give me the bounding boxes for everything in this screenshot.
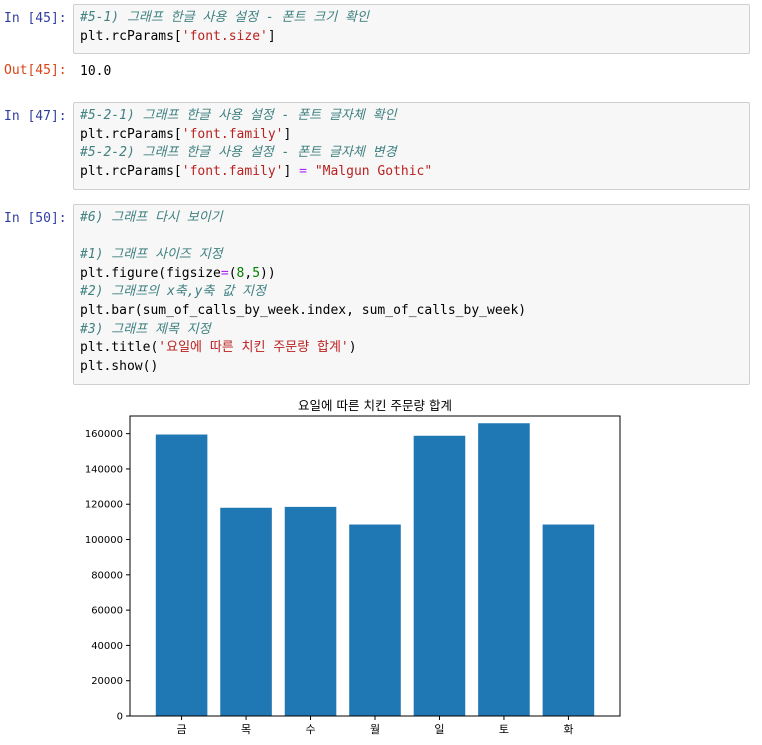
code-token: #2) 그래프의 x축,y축 값 지정 [80,284,266,300]
bar-0 [155,434,208,716]
y-tick-label: 140000 [85,464,123,475]
code-token: plt.figure(figsize [80,265,221,281]
code-token: , [244,265,253,281]
y-tick-label: 80000 [91,570,123,581]
x-tick-label: 토 [499,723,509,736]
code-token: #5-2-1) 그래프 한글 사용 설정 - 폰트 글자체 확인 [80,108,397,123]
code-token: #3) 그래프 제목 지정 [80,321,211,337]
code-token: 'font.family' [181,163,284,179]
code-token: "Malgun Gothic" [314,163,433,179]
cell-45-input[interactable]: #5-1) 그래프 한글 사용 설정 - 폰트 크기 확인 plt.rcParam… [73,4,750,54]
x-tick-label: 수 [305,723,315,736]
bar-chart: 요일에 따른 치킨 주문량 합계 0 20000 40000 60000 80000 10… [85,398,621,736]
chart-title: 요일에 따른 치킨 주문량 합계 [298,398,452,413]
cell-45-output-value: 10.0 [80,64,112,79]
y-tick-label: 120000 [85,500,123,511]
code-line: #6) 그래프 다시 보이기 [80,209,743,228]
code-line: plt.bar(sum_of_calls_by_week.index, sum_… [80,302,743,321]
code-token: plt.show() [80,358,159,374]
y-tick-label: 100000 [85,535,123,546]
code-token: plt.rcParams[ [80,28,182,44]
code-token: #6) 그래프 다시 보이기 [80,210,223,225]
cell-50-input[interactable]: #6) 그래프 다시 보이기 #1) 그래프 사이즈 지정 plt.figure(f… [73,204,750,385]
code-line: plt.show() [80,358,743,377]
code-token: #5-1) 그래프 한글 사용 설정 - 폰트 크기 확인 [80,10,369,25]
code-token: plt.rcParams[ [80,126,182,142]
code-line: #5-2-2) 그래프 한글 사용 설정 - 폰트 글자체 변경 [80,144,743,163]
code-token: '요일에 따른 치킨 주문량 합계' [158,340,349,356]
code-token: )) [260,265,276,281]
bar-3 [349,524,401,716]
code-token: plt.title( [80,340,159,356]
bar-2 [284,506,337,716]
y-tick-label: 60000 [91,606,123,617]
cell-50-prompt: In [50]: [4,211,67,226]
x-tick-label: 화 [563,723,573,736]
code-line: #5-1) 그래프 한글 사용 설정 - 폰트 크기 확인 [80,9,743,28]
code-token: #5-2-2) 그래프 한글 사용 설정 - 폰트 글자체 변경 [80,145,397,161]
cell-47-input[interactable]: #5-2-1) 그래프 한글 사용 설정 - 폰트 글자체 확인 plt.rcPa… [73,102,750,190]
code-token: 5 [252,265,261,281]
y-tick-label: 20000 [91,676,123,687]
cell-50-plot-output: 요일에 따른 치킨 주문량 합계 0 20000 40000 60000 80000 10… [73,392,673,741]
code-token: plt.rcParams[ [80,163,182,179]
code-token: ] [283,163,300,179]
code-line: plt.title('요일에 따른 치킨 주문량 합계') [80,339,743,358]
code-line: #3) 그래프 제목 지정 [80,321,743,340]
code-line: #2) 그래프의 x축,y축 값 지정 [80,283,743,302]
cell-45-prompt: In [45]: [4,11,67,26]
code-token: #1) 그래프 사이즈 지정 [80,247,223,263]
code-line: plt.rcParams['font.size'] [80,28,743,47]
cell-45-output-prompt: Out[45]: [4,63,67,78]
y-tick-label: 160000 [85,429,123,440]
code-token [307,164,315,179]
cell-47-prompt: In [47]: [4,109,67,124]
code-token: 8 [236,265,245,281]
x-tick-label: 목 [241,723,251,736]
code-line: #5-2-1) 그래프 한글 사용 설정 - 폰트 글자체 확인 [80,107,743,126]
code-token: ] [267,28,276,44]
bar-1 [220,507,272,716]
bar-4 [413,435,466,716]
code-token: plt.bar(sum_of_calls_by_week.index, sum_… [80,302,527,318]
plot-frame [129,415,621,717]
bar-6 [542,524,595,716]
x-tick-label: 월 [370,723,380,736]
code-token: = [220,265,229,281]
code-token: 'font.family' [181,126,284,142]
y-tick-label: 0 [117,712,123,723]
code-token: = [299,163,307,179]
bar-5 [478,423,530,716]
code-token: 'font.size' [181,28,268,44]
code-line: plt.figure(figsize=(8,5)) [80,265,743,284]
code-line: plt.rcParams['font.family'] = "Malgun Go… [80,163,743,182]
code-line [80,228,743,247]
y-tick-label: 40000 [91,641,123,652]
code-token: ) [348,340,357,356]
x-tick-label: 금 [177,723,187,736]
code-line: plt.rcParams['font.family'] [80,126,743,145]
x-tick-label: 일 [434,722,444,736]
code-line: #1) 그래프 사이즈 지정 [80,246,743,265]
code-token: ( [228,265,237,281]
code-token: ] [283,126,292,142]
